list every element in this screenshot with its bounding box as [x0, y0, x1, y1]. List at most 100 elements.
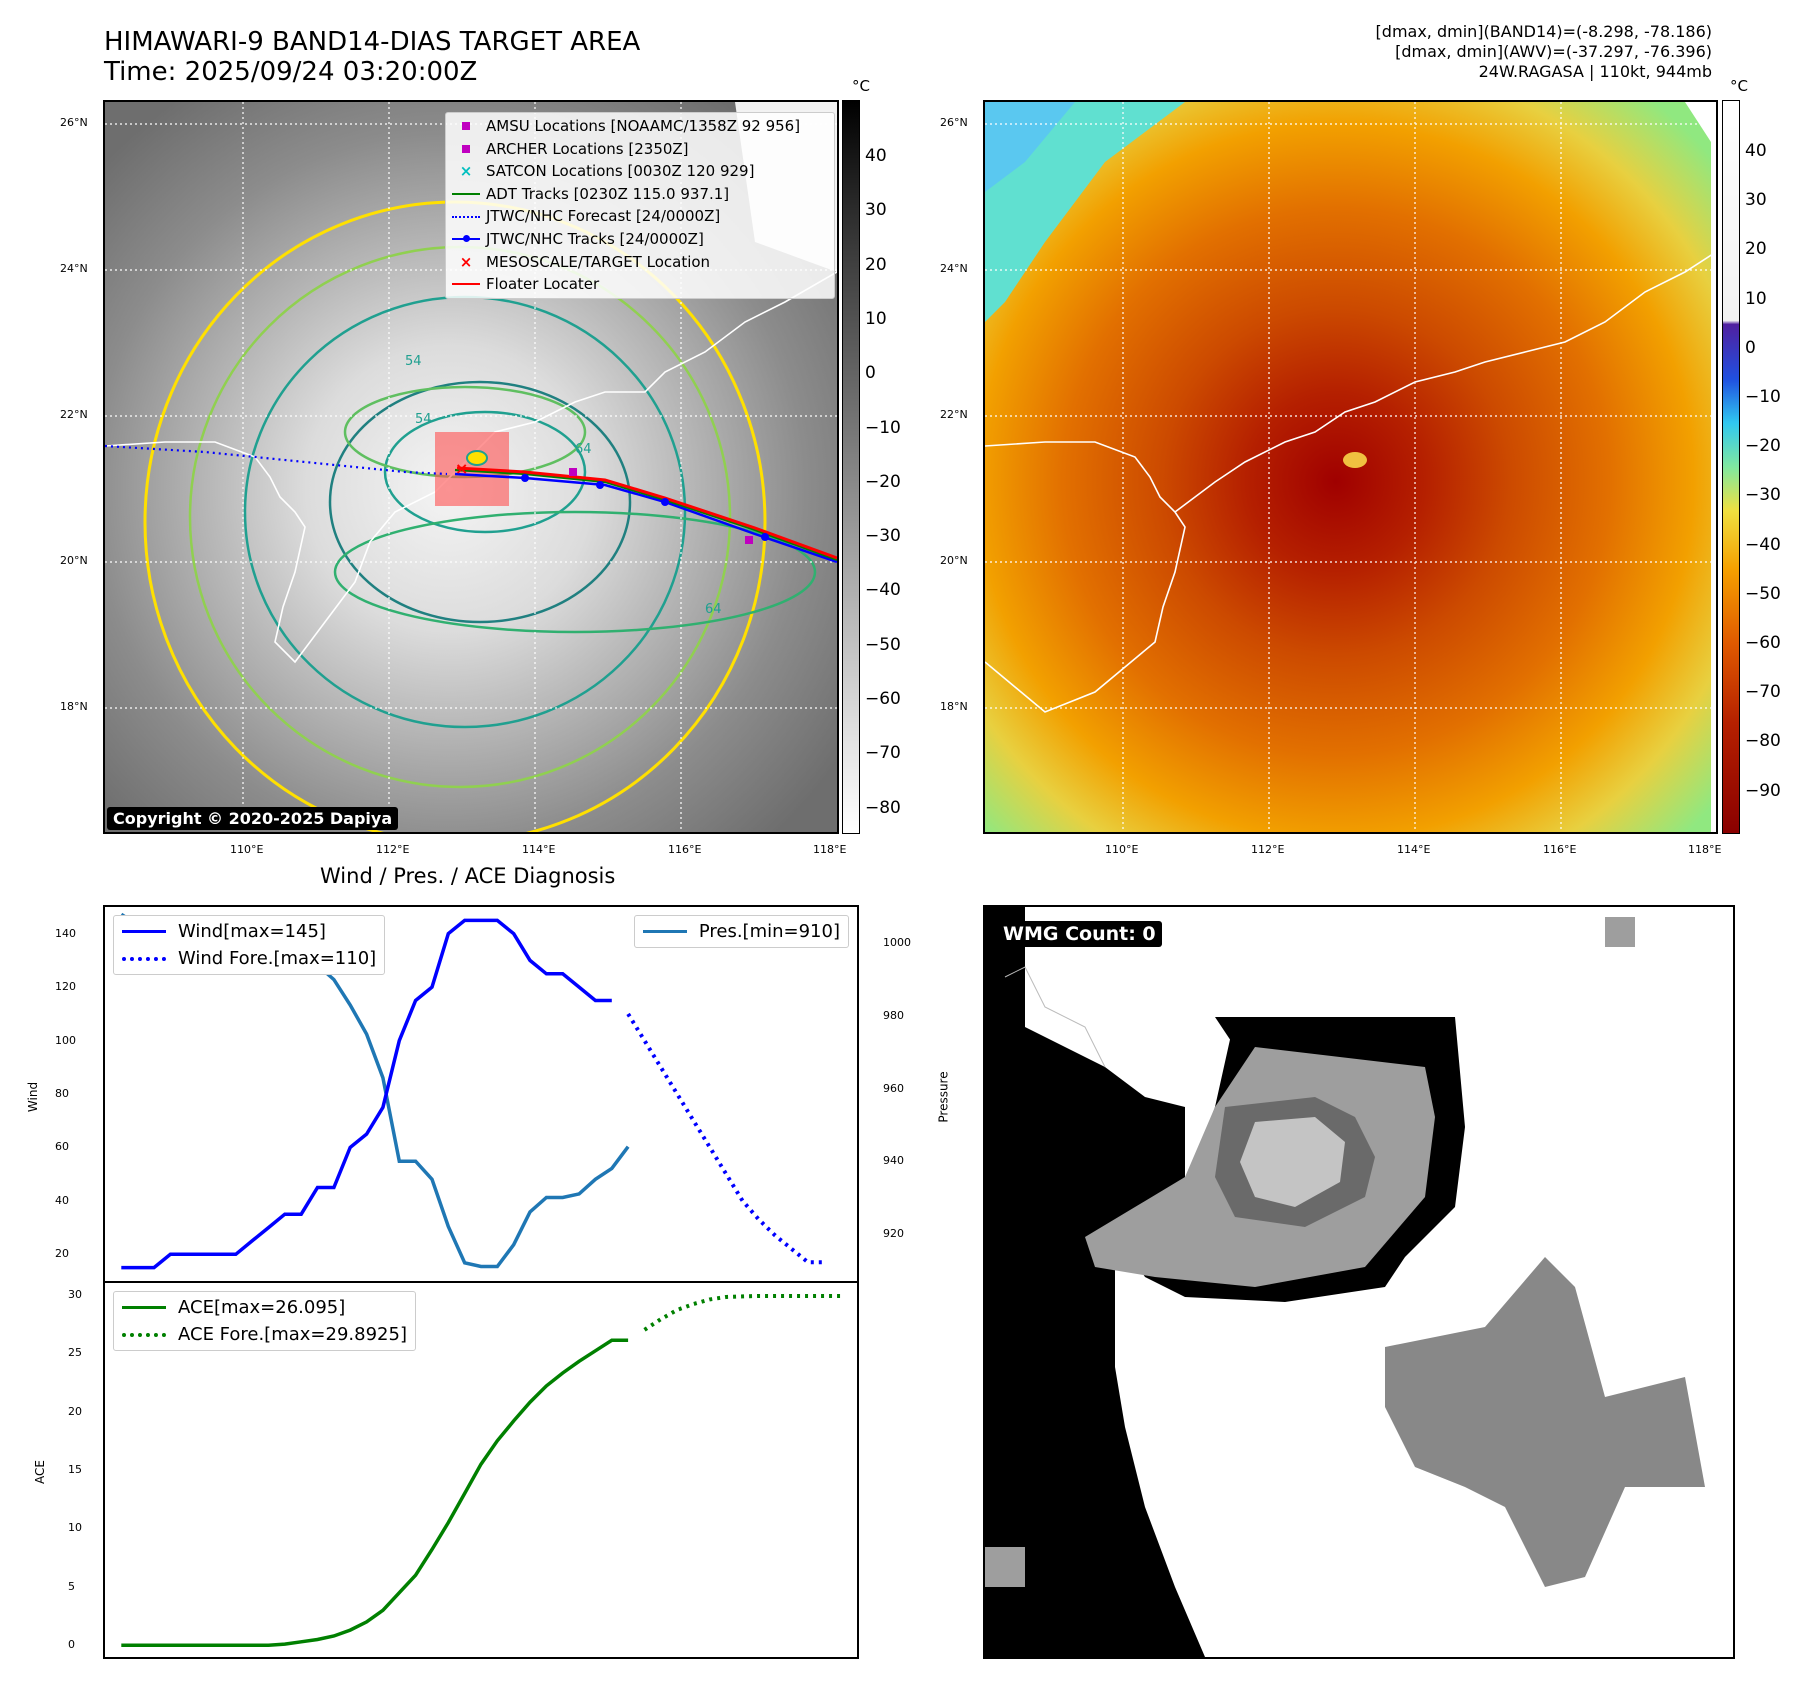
dry-nw	[985, 102, 1075, 192]
legend-item: × MESOSCALE/TARGET Location	[446, 251, 834, 274]
wmg-gray-south	[1385, 1257, 1705, 1587]
colorbar-unit: °C	[852, 77, 870, 95]
pressure-tick-label: 1000	[883, 936, 911, 950]
colorbar-tick-label: 10	[1745, 288, 1767, 309]
info-storm: 24W.RAGASA | 110kt, 944mb	[1478, 62, 1712, 81]
colorbar-tick-label: −80	[1745, 731, 1781, 752]
jtwc-forecast-track	[105, 444, 448, 476]
dotted-line-icon	[122, 1332, 166, 1337]
jtwc-track	[454, 472, 837, 564]
ace-tick-label: 25	[68, 1346, 82, 1360]
wmg-eye	[1240, 1117, 1345, 1207]
legend-label: Wind Fore.[max=110]	[178, 948, 377, 969]
lon-label: 114°E	[1397, 843, 1431, 856]
legend-label: MESOSCALE/TARGET Location	[486, 252, 711, 271]
colorbar-tick-label: −50	[865, 634, 901, 655]
colorbar-tick-label: −40	[1745, 534, 1781, 555]
wind-tick-label: 120	[55, 980, 76, 994]
contour-label: 54	[405, 354, 422, 369]
contour-teal-mid	[328, 380, 632, 624]
contour-label: 64	[705, 602, 722, 617]
diagnosis-title: Wind / Pres. / ACE Diagnosis	[320, 864, 616, 888]
pressure-tick-label: 920	[883, 1226, 904, 1240]
wind-pressure-panel: Wind[max=145] Wind Fore.[max=110] Pres.[…	[103, 905, 859, 1283]
legend-item: ACE[max=26.095]	[122, 1294, 407, 1321]
lat-label: 18°N	[940, 700, 968, 713]
colorbar-tick-label: 40	[1745, 141, 1767, 161]
lat-label: 20°N	[60, 554, 88, 567]
amsu-location	[569, 468, 577, 476]
colorbar-tick-label: −60	[1745, 633, 1781, 653]
ace-legend: ACE[max=26.095] ACE Fore.[max=29.8925]	[113, 1291, 416, 1351]
contour-label: 54	[415, 412, 432, 427]
legend-label: ACE[max=26.095]	[178, 1297, 346, 1318]
contour-band-south	[333, 510, 817, 634]
pressure-axis-label: Pressure	[936, 1071, 951, 1123]
square-marker-icon	[446, 144, 486, 153]
legend-item: JTWC/NHC Forecast [24/0000Z]	[446, 205, 834, 228]
chart-time: Time: 2025/09/24 03:20:00Z	[104, 57, 478, 87]
legend-item: Wind Fore.[max=110]	[122, 945, 376, 972]
lat-label: 22°N	[940, 408, 968, 421]
gridlines	[985, 102, 1716, 832]
legend-label: ARCHER Locations [2350Z]	[486, 139, 689, 158]
wind-axis-label: Wind	[26, 1081, 41, 1113]
lon-label: 116°E	[1543, 843, 1577, 856]
colorbar-tick-label: −70	[1745, 682, 1781, 703]
colorbar-awv	[1722, 100, 1740, 834]
awv-map-svg	[985, 102, 1716, 832]
colorbar-tick-label: 20	[1745, 239, 1767, 260]
colorbar-tick-label: −20	[865, 471, 901, 492]
lat-label: 24°N	[940, 262, 968, 275]
line-icon	[446, 283, 486, 286]
colorbar-tick-label: −10	[1745, 387, 1781, 407]
ace-tick-label: 15	[68, 1463, 82, 1476]
ace-panel: ACE[max=26.095] ACE Fore.[max=29.8925]	[103, 1281, 859, 1659]
legend-item: ADT Tracks [0230Z 115.0 937.1]	[446, 183, 834, 206]
solid-line-icon	[122, 930, 166, 933]
target-marker: ×	[455, 459, 468, 478]
lat-label: 26°N	[940, 116, 968, 129]
legend-label: JTWC/NHC Forecast [24/0000Z]	[486, 207, 721, 226]
coastline	[105, 271, 837, 664]
chart-title: HIMAWARI-9 BAND14-DIAS TARGET AREA	[104, 27, 641, 57]
colorbar-tick-label: 0	[865, 363, 876, 384]
lat-label: 20°N	[940, 554, 968, 567]
legend-item: ACE Fore.[max=29.8925]	[122, 1321, 407, 1348]
ace-axis-label: ACE	[32, 1460, 47, 1484]
wind-tick-label: 20	[55, 1247, 69, 1261]
wmg-gray-ne	[1605, 917, 1635, 947]
wind-tick-label: 40	[55, 1193, 69, 1207]
coastline	[1004, 966, 1106, 1068]
adt-track	[454, 468, 837, 562]
colorbar-tick-label: −80	[865, 797, 901, 818]
colorbar-tick-label: −20	[1745, 436, 1781, 457]
lon-label: 112°E	[1251, 843, 1285, 856]
lat-label: 22°N	[60, 408, 88, 421]
legend-label: ADT Tracks [0230Z 115.0 937.1]	[486, 184, 730, 203]
colorbar-tick-label: 40	[865, 146, 887, 166]
colorbar-tick-label: −50	[1745, 583, 1781, 604]
legend-item: JTWC/NHC Tracks [24/0000Z]	[446, 228, 834, 251]
colorbar-tick-label: −30	[865, 526, 901, 547]
x-marker-icon: ×	[459, 252, 473, 271]
ace-series-line	[121, 1338, 629, 1648]
x-marker-icon: ×	[459, 162, 473, 181]
colorbar-tick-label: −90	[1745, 780, 1781, 801]
colorbar-tick-label: 30	[1745, 190, 1767, 211]
eye-contour	[466, 450, 488, 466]
pressure-tick-label: 980	[883, 1008, 904, 1022]
line-icon	[446, 193, 486, 196]
wind-legend: Wind[max=145] Wind Fore.[max=110]	[113, 915, 386, 975]
lon-label: 110°E	[230, 843, 264, 856]
legend-label: AMSU Locations [NOAAMC/1358Z 92 956]	[486, 117, 801, 135]
pressure-tick-label: 940	[883, 1154, 904, 1168]
info-band14: [dmax, dmin](BAND14)=(-8.298, -78.186)	[1375, 22, 1712, 41]
legend-item: Wind[max=145]	[122, 918, 376, 945]
moist-nw	[985, 102, 1185, 322]
colorbar-tick-label: −40	[865, 580, 901, 601]
wmg-svg	[985, 907, 1705, 1657]
wind-series-line	[121, 918, 612, 1270]
awv-edge	[1685, 102, 1716, 832]
legend-label: Floater Locater	[486, 275, 600, 294]
